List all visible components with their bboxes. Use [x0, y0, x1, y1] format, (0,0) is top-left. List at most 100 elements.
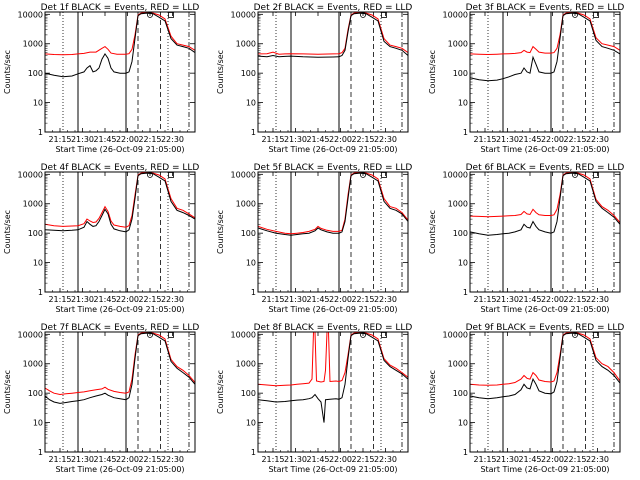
y-tick-label: 10000 [18, 330, 43, 339]
x-axis-label: Start Time (26-Oct-09 21:05:00) [268, 465, 397, 474]
y-tick-label: 100 [28, 229, 43, 238]
y-tick-label: 10000 [443, 10, 468, 19]
y-tick-label: 100 [241, 389, 256, 398]
x-tick-label: 22:15 [138, 135, 161, 144]
y-tick-label: 1000 [23, 40, 43, 49]
x-tick-label: 21:15 [261, 455, 284, 464]
x-tick-label: 21:45 [518, 295, 541, 304]
y-tick-label: 100 [453, 69, 468, 78]
y-axis-label: Counts/sec [216, 50, 225, 94]
x-tick-label: 22:30 [586, 135, 609, 144]
y-tick-label: 100 [28, 389, 43, 398]
y-tick-label: 1000 [236, 360, 256, 369]
y-axis-label: Counts/sec [3, 50, 12, 94]
axis-box [469, 11, 621, 133]
y-tick-label: 1 [463, 128, 468, 137]
series-events [258, 172, 408, 236]
x-axis-label: Start Time (26-Oct-09 21:05:00) [480, 305, 609, 314]
x-tick-label: 22:30 [161, 455, 184, 464]
x-axis-label: Start Time (26-Oct-09 21:05:00) [480, 145, 609, 154]
y-tick-label: 100 [453, 389, 468, 398]
x-tick-label: 21:45 [93, 295, 116, 304]
panel-title: Det 5f BLACK = Events, RED = LLD [254, 163, 413, 173]
y-tick-label: 100 [453, 229, 468, 238]
x-axis-label: Start Time (26-Oct-09 21:05:00) [55, 465, 184, 474]
series-events [258, 12, 408, 58]
x-tick-label: 22:00 [541, 455, 564, 464]
series-lld [470, 12, 620, 56]
x-tick-label: 21:30 [284, 455, 307, 464]
x-tick-label: 21:45 [93, 455, 116, 464]
x-tick-label: 21:30 [71, 135, 94, 144]
y-axis-label: Counts/sec [3, 210, 12, 254]
series-events [470, 172, 620, 236]
x-tick-label: 22:15 [563, 135, 586, 144]
y-tick-label: 1000 [448, 40, 468, 49]
series-events [45, 12, 195, 78]
panel-title: Det 2f BLACK = Events, RED = LLD [254, 3, 413, 13]
series-events [470, 332, 620, 400]
y-axis-label: Counts/sec [3, 370, 12, 414]
y-tick-label: 10000 [231, 10, 256, 19]
y-tick-label: 100 [241, 69, 256, 78]
x-tick-label: 21:15 [48, 455, 71, 464]
x-tick-label: 22:30 [161, 295, 184, 304]
x-tick-label: 21:45 [93, 135, 116, 144]
y-axis-label: Counts/sec [428, 50, 437, 94]
series-events [45, 172, 195, 233]
x-tick-label: 22:00 [329, 455, 352, 464]
x-axis-label: Start Time (26-Oct-09 21:05:00) [268, 305, 397, 314]
x-tick-label: 21:45 [518, 135, 541, 144]
x-tick-label: 22:15 [138, 455, 161, 464]
x-tick-label: 21:15 [48, 135, 71, 144]
x-tick-label: 21:15 [473, 455, 496, 464]
y-tick-label: 1 [251, 128, 256, 137]
x-tick-label: 22:00 [116, 455, 139, 464]
x-tick-label: 22:30 [374, 135, 397, 144]
series-events [45, 332, 195, 404]
x-tick-label: 22:30 [374, 295, 397, 304]
x-axis-label: Start Time (26-Oct-09 21:05:00) [55, 145, 184, 154]
y-tick-label: 10 [458, 419, 468, 428]
y-tick-label: 1000 [236, 40, 256, 49]
x-tick-label: 21:30 [496, 455, 519, 464]
y-tick-label: 1000 [23, 200, 43, 209]
x-tick-label: 21:30 [284, 295, 307, 304]
y-tick-label: 10 [33, 419, 43, 428]
y-tick-label: 10 [33, 99, 43, 108]
y-tick-label: 10 [246, 419, 256, 428]
y-tick-label: 10000 [18, 10, 43, 19]
x-tick-label: 22:15 [351, 455, 374, 464]
y-tick-label: 1000 [236, 200, 256, 209]
x-tick-label: 22:00 [116, 295, 139, 304]
x-tick-label: 21:15 [473, 135, 496, 144]
x-tick-label: 21:30 [284, 135, 307, 144]
y-tick-label: 100 [28, 69, 43, 78]
series-lld [45, 172, 195, 228]
x-tick-label: 22:15 [351, 295, 374, 304]
axis-box [44, 11, 196, 133]
y-tick-label: 10 [246, 99, 256, 108]
x-tick-label: 21:45 [306, 135, 329, 144]
panel-title: Det 6f BLACK = Events, RED = LLD [466, 163, 625, 173]
y-axis-label: Counts/sec [216, 370, 225, 414]
panel-title: Det 1f BLACK = Events, RED = LLD [41, 3, 200, 13]
x-tick-label: 21:45 [306, 455, 329, 464]
axis-box [257, 331, 409, 453]
x-tick-label: 22:15 [138, 295, 161, 304]
x-tick-label: 21:30 [496, 135, 519, 144]
y-tick-label: 10000 [443, 170, 468, 179]
series-lld [470, 332, 620, 386]
y-axis-label: Counts/sec [428, 210, 437, 254]
y-tick-label: 10000 [443, 330, 468, 339]
y-tick-label: 1 [38, 128, 43, 137]
series-lld [470, 172, 620, 223]
